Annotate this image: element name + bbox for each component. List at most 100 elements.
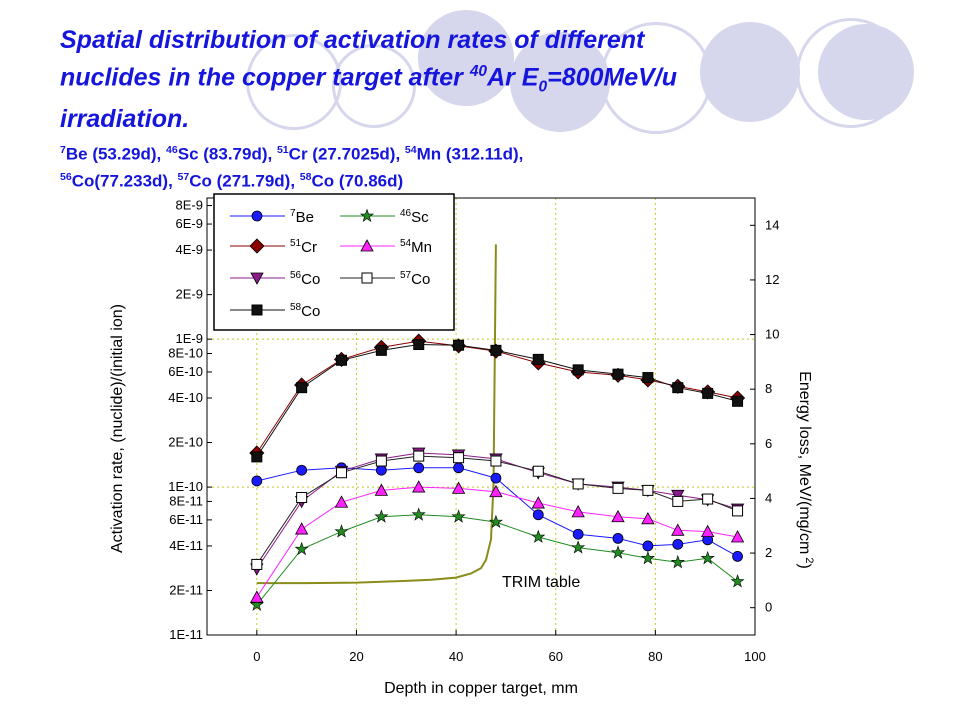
legend-label: 46Sc [400, 208, 429, 226]
nuclide-halflife: Co(77.233d), [71, 171, 178, 191]
data-point [294, 541, 309, 556]
y2-tick-label: 12 [765, 272, 779, 287]
series-57co [251, 450, 744, 570]
data-point [571, 540, 586, 554]
nuclide-mass-number: 7 [60, 144, 66, 157]
halflife-line: 7Be (53.29d), 46Sc (83.79d), 51Cr (27.70… [60, 139, 940, 166]
y-tick-label: 2E-10 [168, 435, 203, 450]
plot-frame [206, 197, 756, 636]
y-tick-label: 4E-9 [176, 242, 203, 257]
legend-label: 7Be [290, 208, 314, 226]
y-axis-label: Activation rate, (nuclide)/(initial ion) [109, 304, 126, 553]
data-point [612, 482, 624, 494]
data-point [730, 574, 745, 588]
legend-marker [361, 272, 373, 284]
data-point [730, 530, 745, 543]
legend-label: 54Mn [400, 238, 432, 256]
y2-axis-label: Energy loss, MeV/(mg/cm 2) [796, 371, 815, 569]
legend-marker [251, 210, 263, 222]
data-point [413, 450, 425, 462]
data-point [334, 524, 349, 538]
nuclide-mass-number: 46 [166, 144, 178, 157]
legend-label-sup: 56 [290, 270, 302, 281]
halflife-line: 56Co(77.233d), 57Co (271.79d), 58Co (70.… [60, 166, 940, 193]
data-point [451, 481, 466, 494]
series-56co [250, 447, 745, 576]
x-tick-label: 0 [253, 649, 260, 664]
data-point [453, 452, 465, 464]
legend-label-sup: 46 [400, 208, 412, 219]
data-point [375, 464, 387, 476]
legend-label-name: Co [411, 271, 430, 288]
data-point [336, 354, 348, 366]
y2-tick-label: 2 [765, 545, 772, 560]
nuclide-halflife: Co (70.86d) [311, 171, 404, 191]
nuclide-halflives: 7Be (53.29d), 46Sc (83.79d), 51Cr (27.70… [60, 139, 940, 192]
title-sub: 0 [538, 78, 548, 96]
legend-label-sup: 54 [400, 238, 412, 249]
data-point [700, 550, 715, 565]
legend-marker [360, 239, 374, 252]
data-point [451, 509, 466, 523]
decor-circle [818, 24, 914, 120]
data-point [732, 550, 743, 562]
y2-tick-label: 6 [765, 436, 772, 451]
legend-label-sup: 58 [290, 302, 302, 313]
series-line [256, 486, 738, 598]
legend-label-name: Cr [301, 239, 317, 256]
decor-circle [418, 10, 514, 106]
data-point [612, 532, 624, 544]
y-tick-label: 6E-10 [168, 364, 203, 379]
x-tick-label: 80 [648, 649, 662, 664]
y-tick-label: 1E-10 [168, 479, 203, 494]
data-point [296, 492, 308, 504]
series-54mn [250, 480, 745, 603]
y-tick-label: 6E-9 [176, 216, 203, 231]
series-line [256, 343, 738, 458]
data-point [453, 339, 465, 351]
x-tick-label: 20 [349, 649, 363, 664]
y-tick-label: 2E-9 [176, 287, 203, 302]
data-point [702, 387, 714, 399]
nuclide-halflife: Sc (83.79d), [177, 144, 277, 164]
data-point [413, 339, 425, 351]
title-text: =800MeV/u [547, 63, 678, 92]
data-point [531, 529, 546, 543]
data-point [411, 507, 426, 521]
data-point [531, 496, 545, 509]
nuclide-halflife: Co (271.79d), [189, 171, 300, 191]
legend-label: 56Co [290, 270, 320, 288]
trim-curve [256, 244, 497, 585]
series-58co [251, 339, 744, 463]
nuclide-mass-number: 58 [299, 170, 312, 183]
x-tick-label: 40 [449, 649, 463, 664]
nuclide-mass-number: 51 [276, 144, 289, 157]
legend-label-name: Co [301, 271, 320, 288]
series-line [256, 514, 738, 606]
data-point [250, 590, 264, 603]
legend-label-name: Mn [411, 239, 432, 256]
title-sup: 40 [469, 63, 488, 80]
nuclide-mass-number: 54 [404, 144, 417, 157]
y2-axis-label-text: Energy loss, MeV/(mg/cm [796, 371, 813, 554]
y2-axis-label-end: ) [796, 564, 813, 569]
y-tick-label: 1E-9 [176, 331, 203, 346]
data-point [672, 495, 684, 507]
data-point [375, 455, 387, 467]
data-point [672, 538, 684, 550]
data-point [642, 372, 654, 384]
data-point [641, 511, 655, 525]
y2-axis-label-sup: 2 [803, 554, 815, 563]
data-point [249, 597, 264, 611]
data-point [610, 545, 626, 559]
data-point [334, 495, 349, 508]
y-tick-label: 8E-11 [169, 493, 203, 508]
nuclide-mass-number: 56 [60, 170, 72, 183]
decor-circle [510, 32, 610, 132]
data-point [296, 464, 308, 476]
data-point [611, 509, 625, 523]
legend-marker [250, 272, 264, 285]
data-point [732, 395, 744, 407]
y-tick-label: 4E-11 [169, 538, 203, 553]
